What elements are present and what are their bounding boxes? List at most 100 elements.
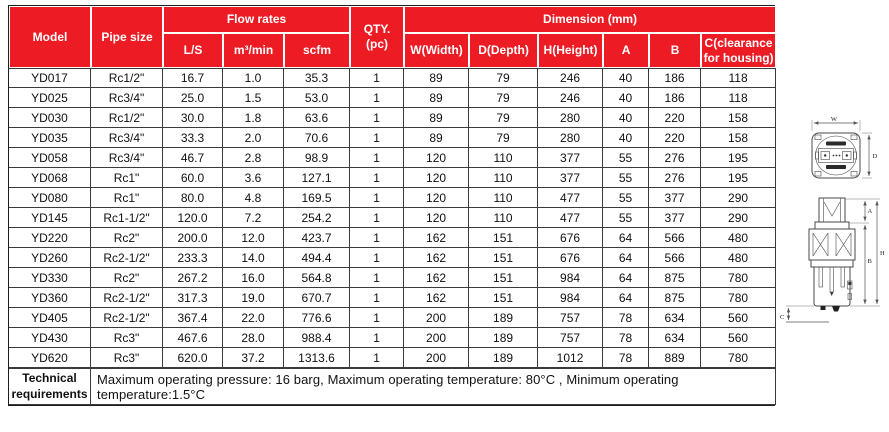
value-cell: 162	[404, 248, 470, 268]
value-cell: 120	[404, 208, 470, 228]
value-cell: 1	[350, 168, 405, 188]
value-cell: 46.7	[163, 148, 223, 168]
dim-label-a: A	[868, 208, 873, 215]
value-cell: 276	[649, 148, 702, 168]
value-cell: 200	[404, 328, 470, 348]
value-cell: 162	[404, 268, 470, 288]
value-cell: 984	[538, 268, 604, 288]
value-cell: 233.3	[163, 248, 223, 268]
table-row: YD035 Rc3/4" 33.3 2.0 70.6 1 89 79 280 40 220 158	[9, 128, 777, 148]
value-cell: 151	[469, 248, 539, 268]
table-body: YD017 Rc1/2" 16.7 1.0 35.3 1 89 79 246 40 186 118 YD…	[9, 68, 777, 368]
value-cell: 246	[538, 68, 604, 88]
table-row: YD058 Rc3/4" 46.7 2.8 98.9 1 120 110 377 55 276 195	[9, 148, 777, 168]
model-cell: YD620	[9, 348, 91, 368]
value-cell: 40	[603, 68, 650, 88]
value-cell: 1313.6	[284, 348, 351, 368]
drain-valve	[832, 306, 840, 312]
value-cell: 40	[603, 128, 650, 148]
value-cell: 60.0	[163, 168, 223, 188]
dim-label-b: B	[868, 258, 873, 265]
value-cell: 189	[469, 308, 539, 328]
value-cell: 64	[603, 228, 650, 248]
value-cell: 254.2	[284, 208, 351, 228]
value-cell: 477	[538, 188, 604, 208]
value-cell: 118	[701, 68, 777, 88]
value-cell: 1	[350, 108, 405, 128]
value-cell: 1	[350, 308, 405, 328]
value-cell: 158	[701, 108, 777, 128]
value-cell: 89	[404, 88, 470, 108]
value-cell: 89	[404, 128, 470, 148]
col-header-qty: QTY. (pc)	[350, 6, 405, 68]
value-cell: 120	[404, 168, 470, 188]
value-cell: 189	[469, 348, 539, 368]
value-cell: Rc1/2"	[91, 68, 163, 88]
table-row: YD405 Rc2-1/2" 367.4 22.0 776.6 1 200 189 757 78 6…	[9, 308, 777, 328]
model-cell: YD080	[9, 188, 91, 208]
value-cell: 7.2	[223, 208, 284, 228]
value-cell: 79	[469, 68, 539, 88]
value-cell: 1	[350, 228, 405, 248]
value-cell: 220	[649, 128, 702, 148]
value-cell: 4.8	[223, 188, 284, 208]
value-cell: 984	[538, 288, 604, 308]
dim-label-c: C	[780, 314, 784, 321]
model-cell: YD430	[9, 328, 91, 348]
value-cell: 220	[649, 108, 702, 128]
value-cell: 151	[469, 228, 539, 248]
col-header-m3min: m³/min	[223, 33, 284, 68]
value-cell: 30.0	[163, 108, 223, 128]
value-cell: 477	[538, 208, 604, 228]
top-view-port-lower	[826, 165, 846, 169]
value-cell: Rc3/4"	[91, 88, 163, 108]
value-cell: 467.6	[163, 328, 223, 348]
value-cell: 776.6	[284, 308, 351, 328]
model-cell: YD260	[9, 248, 91, 268]
value-cell: 634	[649, 328, 702, 348]
value-cell: 2.8	[223, 148, 284, 168]
value-cell: 78	[603, 348, 650, 368]
value-cell: 79	[469, 88, 539, 108]
top-view-drawing: W D	[811, 116, 878, 179]
value-cell: 423.7	[284, 228, 351, 248]
value-cell: 560	[701, 328, 777, 348]
value-cell: 25.0	[163, 88, 223, 108]
technical-requirements-text: Maximum operating pressure: 16 barg, Max…	[91, 368, 777, 405]
value-cell: 89	[404, 108, 470, 128]
value-cell: 186	[649, 68, 702, 88]
value-cell: 64	[603, 248, 650, 268]
col-header-dimension: Dimension (mm)	[404, 6, 777, 33]
value-cell: 55	[603, 148, 650, 168]
col-header-depth: D(Depth)	[469, 33, 539, 68]
value-cell: 16.7	[163, 68, 223, 88]
value-cell: 377	[649, 188, 702, 208]
value-cell: 40	[603, 108, 650, 128]
value-cell: 127.1	[284, 168, 351, 188]
value-cell: 246	[538, 88, 604, 108]
value-cell: Rc3"	[91, 328, 163, 348]
value-cell: Rc1"	[91, 188, 163, 208]
value-cell: 79	[469, 128, 539, 148]
value-cell: 267.2	[163, 268, 223, 288]
value-cell: 79	[469, 108, 539, 128]
value-cell: 70.6	[284, 128, 351, 148]
value-cell: 377	[538, 168, 604, 188]
value-cell: 780	[701, 268, 777, 288]
value-cell: 564.8	[284, 268, 351, 288]
value-cell: 151	[469, 288, 539, 308]
value-cell: 110	[469, 208, 539, 228]
table-row: YD030 Rc1/2" 30.0 1.8 63.6 1 89 79 280 40 220 158	[9, 108, 777, 128]
value-cell: 1	[350, 188, 405, 208]
value-cell: 367.4	[163, 308, 223, 328]
value-cell: 169.5	[284, 188, 351, 208]
value-cell: 1	[350, 68, 405, 88]
value-cell: 200	[404, 308, 470, 328]
value-cell: 290	[701, 208, 777, 228]
model-cell: YD025	[9, 88, 91, 108]
value-cell: Rc1"	[91, 168, 163, 188]
value-cell: 53.0	[284, 88, 351, 108]
value-cell: 151	[469, 268, 539, 288]
col-header-ls: L/S	[163, 33, 223, 68]
value-cell: 162	[404, 228, 470, 248]
